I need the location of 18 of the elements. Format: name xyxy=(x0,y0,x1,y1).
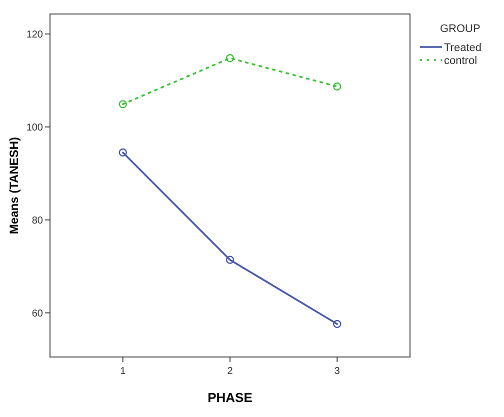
legend-title: GROUP xyxy=(440,23,480,35)
y-axis-title: Means (TANESH) xyxy=(7,136,21,234)
point xyxy=(226,256,234,264)
x-tick-label: 3 xyxy=(334,366,340,377)
point xyxy=(226,54,234,62)
x-axis-title: PHASE xyxy=(208,390,253,405)
y-tick-label: 120 xyxy=(26,29,44,40)
x-tick-label: 1 xyxy=(120,366,126,377)
y-tick-label: 60 xyxy=(32,308,44,320)
legend-label: control xyxy=(444,54,478,67)
x-tick-label: 2 xyxy=(227,366,234,377)
point xyxy=(118,100,127,108)
point xyxy=(333,82,342,91)
point xyxy=(333,320,342,328)
y-tick-label: 100 xyxy=(26,122,44,134)
point xyxy=(118,148,127,157)
legend-label: Treated xyxy=(444,42,482,54)
y-tick-label: 80 xyxy=(32,215,44,226)
